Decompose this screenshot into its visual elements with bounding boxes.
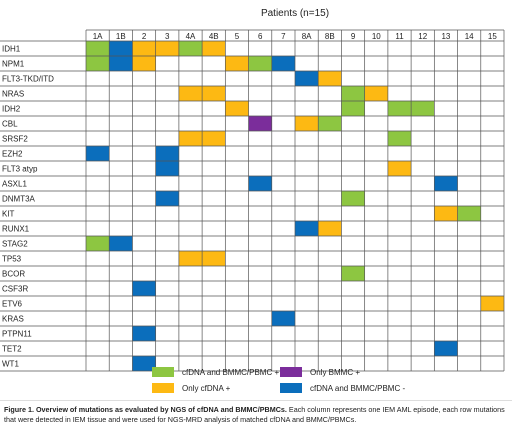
caption-bold: Figure 1. Overview of mutations as evalu…: [4, 405, 287, 414]
gene-label-idh1: IDH1: [2, 45, 21, 54]
mutation-cell-flt3-tkd-itd-8b: [318, 71, 342, 86]
mutation-cell-npm1-2: [132, 56, 156, 71]
mutation-cell-kras-7: [271, 311, 295, 326]
gene-label-kras: KRAS: [2, 315, 24, 324]
mutation-cell-tp53-4b: [202, 251, 226, 266]
mutation-cell-asxl1-13: [434, 176, 458, 191]
column-label-6: 6: [258, 32, 263, 41]
mutation-cell-idh1-2: [132, 41, 156, 56]
mutation-cell-stag2-1a: [86, 236, 110, 251]
gene-label-stag2: STAG2: [2, 240, 28, 249]
gene-label-srsf2: SRSF2: [2, 135, 28, 144]
mutation-cell-idh2-11: [387, 101, 412, 116]
gene-label-dnmt3a: DNMT3A: [2, 195, 36, 204]
gene-label-runx1: RUNX1: [2, 225, 30, 234]
mutation-cell-idh1-4a: [178, 41, 203, 56]
column-label-8a: 8A: [302, 32, 312, 41]
mutation-cell-idh2-5: [225, 101, 249, 116]
gene-label-bcor: BCOR: [2, 270, 25, 279]
column-label-8b: 8B: [325, 32, 335, 41]
gene-label-npm1: NPM1: [2, 60, 25, 69]
gene-label-ezh2: EZH2: [2, 150, 23, 159]
column-label-7: 7: [281, 32, 286, 41]
column-label-14: 14: [465, 32, 474, 41]
mutation-cell-cbl-8b: [318, 116, 342, 131]
gene-label-tet2: TET2: [2, 345, 22, 354]
gene-label-ptpn11: PTPN11: [2, 330, 32, 339]
column-label-9: 9: [351, 32, 356, 41]
mutation-cell-kit-13: [434, 206, 458, 221]
mutation-cell-idh2-9: [341, 101, 365, 116]
mutation-cell-runx1-8b: [318, 221, 342, 236]
mutation-cell-dnmt3a-9: [341, 191, 365, 206]
mutation-cell-npm1-1a: [86, 56, 110, 71]
mutation-cell-csf3r-2: [132, 281, 156, 296]
mutation-cell-nras-9: [341, 86, 365, 101]
mutation-cell-ptpn11-2: [132, 326, 156, 341]
column-label-10: 10: [372, 32, 381, 41]
mutation-cell-ezh2-1a: [86, 146, 110, 161]
column-label-15: 15: [488, 32, 497, 41]
caption-text: Each column represents one IEM AML episo…: [4, 405, 505, 424]
mutation-cell-stag2-1b: [109, 236, 133, 251]
column-label-4a: 4A: [186, 32, 196, 41]
gene-label-kit: KIT: [2, 210, 15, 219]
column-label-5: 5: [235, 32, 240, 41]
gene-label-flt3-atyp: FLT3 atyp: [2, 165, 38, 174]
mutation-cell-npm1-7: [271, 56, 295, 71]
gene-label-csf3r: CSF3R: [2, 285, 28, 294]
gene-label-cbl: CBL: [2, 120, 18, 129]
mutation-cell-flt3-tkd-itd-8a: [295, 71, 319, 86]
column-label-11: 11: [395, 32, 404, 41]
mutation-cell-flt3-atyp-3: [155, 161, 179, 176]
mutation-cell-cbl-8a: [295, 116, 319, 131]
mutation-cell-idh1-1b: [109, 41, 133, 56]
gene-label-flt3-tkd-itd: FLT3-TKD/ITD: [2, 75, 54, 84]
mutation-cell-srsf2-4a: [178, 131, 203, 146]
column-label-12: 12: [418, 32, 427, 41]
patients-header: Patients (n=15): [260, 8, 330, 19]
figure-caption: Figure 1. Overview of mutations as evalu…: [0, 400, 512, 436]
mutation-cell-idh1-3: [155, 41, 179, 56]
column-label-1a: 1A: [93, 32, 103, 41]
mutation-cell-ezh2-3: [155, 146, 179, 161]
mutation-cell-nras-10: [364, 86, 388, 101]
gene-label-etv6: ETV6: [2, 300, 23, 309]
column-label-1b: 1B: [116, 32, 126, 41]
mutation-cell-idh1-4b: [202, 41, 226, 56]
mutation-cell-nras-4a: [178, 86, 203, 101]
column-label-13: 13: [441, 32, 450, 41]
column-label-3: 3: [165, 32, 170, 41]
gene-label-wt1: WT1: [2, 360, 19, 369]
mutation-cell-etv6-15: [480, 296, 504, 311]
mutation-cell-npm1-1b: [109, 56, 133, 71]
mutation-cell-tp53-4a: [178, 251, 203, 266]
mutation-cell-srsf2-4b: [202, 131, 226, 146]
mutation-cell-nras-4b: [202, 86, 226, 101]
gene-label-tp53: TP53: [2, 255, 22, 264]
mutation-cell-asxl1-6: [248, 176, 272, 191]
mutation-cell-idh1-1a: [86, 41, 110, 56]
gene-label-asxl1: ASXL1: [2, 180, 27, 189]
mutation-cell-idh2-12: [411, 101, 435, 116]
mutation-cell-runx1-8a: [295, 221, 319, 236]
mutation-cell-wt1-2: [132, 356, 156, 371]
mutation-cell-cbl-6: [248, 116, 272, 131]
gene-label-idh2: IDH2: [2, 105, 21, 114]
mutation-cell-kit-14: [457, 206, 481, 221]
mutation-cell-flt3-atyp-11: [387, 161, 412, 176]
column-label-4b: 4B: [209, 32, 219, 41]
gene-label-nras: NRAS: [2, 90, 24, 99]
mutation-cell-srsf2-11: [387, 131, 412, 146]
mutation-cell-npm1-5: [225, 56, 249, 71]
mutation-cell-dnmt3a-3: [155, 191, 179, 206]
mutation-cell-tet2-13: [434, 341, 458, 356]
mutation-cell-bcor-9: [341, 266, 365, 281]
mutation-cell-npm1-6: [248, 56, 272, 71]
column-label-2: 2: [142, 32, 147, 41]
